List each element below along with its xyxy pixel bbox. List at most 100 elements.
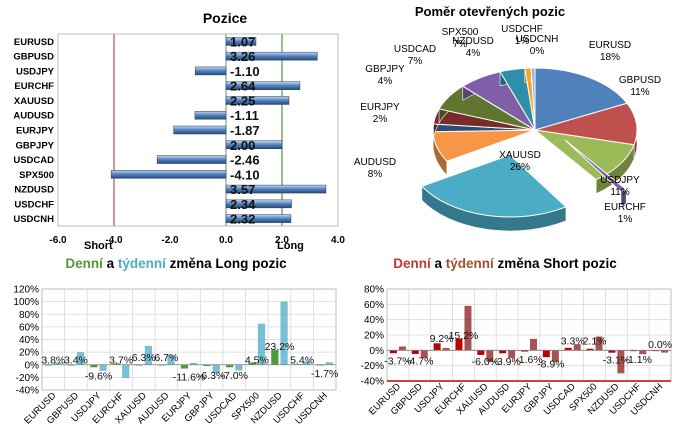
bar (499, 350, 507, 354)
bar (464, 305, 472, 351)
category-label: USDCNH (13, 214, 54, 225)
data-label: -11.6% (173, 372, 206, 384)
data-label: 9.2% (430, 333, 454, 345)
slice-label: USDCNH (516, 34, 559, 45)
title-part: Denní (65, 256, 104, 271)
bar (303, 361, 311, 365)
title-part: Denní (393, 256, 432, 271)
short-annotation: Short (84, 240, 113, 252)
bar (280, 301, 288, 365)
data-label: 23.2% (265, 341, 295, 353)
positions-chart-panel: Pozice EURUSD 1.07 GBPUSD 3.26 USDJPY -1.10 EUR… (0, 0, 350, 255)
bar (608, 350, 616, 353)
data-label: -1.87 (230, 123, 260, 138)
bar (167, 355, 175, 365)
y-tick-label: 60% (364, 300, 384, 311)
category-label: GBPJPY (15, 140, 54, 151)
slice-label: EURCHF (604, 202, 646, 213)
y-tick-label: 60% (19, 322, 39, 333)
category-label: GBPUSD (13, 52, 54, 63)
category-label: NZDUSD (14, 185, 54, 196)
y-tick-label: 40% (364, 315, 384, 326)
bar (455, 338, 463, 351)
bar (225, 364, 234, 368)
bar (433, 343, 441, 351)
title-part: a (103, 256, 118, 271)
y-tick-label: 0% (25, 360, 40, 371)
slice-percent: 4% (466, 48, 481, 59)
slice-label: USDCAD (394, 44, 436, 55)
bar (442, 348, 450, 351)
x-tick-label: -6.0 (49, 235, 67, 246)
pie-slice (533, 129, 635, 181)
data-label: -1.1% (625, 354, 652, 366)
title-part: změna Short pozic (494, 256, 618, 271)
bar (420, 350, 428, 358)
data-label: -3.7% (384, 355, 411, 367)
data-label: 15.2% (449, 330, 479, 342)
bar (551, 350, 559, 362)
category-label: AUDUSD (13, 111, 54, 122)
y-tick-label: 20% (364, 331, 384, 342)
data-label: -1.11 (230, 108, 259, 123)
bar (194, 110, 227, 120)
bar (508, 350, 516, 358)
y-tick-label: 80% (364, 285, 384, 296)
slice-label: USDCHF (501, 24, 543, 35)
data-label: 1.07 (230, 34, 255, 49)
data-label: 2.00 (230, 138, 255, 153)
pie-slices (420, 67, 638, 232)
y-tick-label: -20% (361, 361, 384, 372)
bar (122, 364, 130, 379)
slice-percent: 8% (368, 169, 383, 180)
slice-percent: 11% (630, 87, 649, 98)
data-label: 3.3% (561, 335, 585, 347)
y-tick-label: 80% (19, 310, 39, 321)
data-label: 6.7% (154, 352, 178, 364)
bar (225, 184, 327, 194)
data-label: 3.26 (230, 49, 255, 64)
bar (212, 364, 220, 373)
pie-slice (534, 102, 638, 146)
bar (225, 199, 292, 209)
category-label: EURUSD (14, 37, 54, 48)
bar (99, 364, 107, 371)
slice-percent: 2% (373, 114, 388, 125)
positions-chart: Pozice EURUSD 1.07 GBPUSD 3.26 USDJPY -1.10 EUR… (13, 10, 345, 252)
bar (144, 345, 153, 365)
slice-percent: 7% (453, 39, 468, 50)
slice-percent: 18% (600, 52, 620, 63)
pie-slice (564, 139, 628, 193)
slice-label: EURJPY (360, 102, 400, 113)
bar (225, 140, 283, 150)
long-annotation: Long (277, 240, 304, 252)
pie-slice (530, 67, 536, 131)
x-tick-label: 4.0 (331, 235, 345, 246)
bar (477, 350, 485, 355)
bar (257, 323, 266, 365)
slice-percent: 7% (408, 56, 423, 67)
data-label: -6.0% (472, 356, 499, 368)
y-tick-label: 100% (13, 297, 39, 308)
bar (225, 214, 292, 223)
bar (486, 350, 494, 362)
data-label: -9.6% (85, 370, 112, 382)
bar (156, 155, 227, 164)
y-tick-label: 20% (19, 348, 39, 359)
slice-percent: 4% (378, 76, 393, 87)
slice-percent: 1% (515, 36, 530, 47)
bar (639, 350, 647, 355)
slice-label: USDJPY (600, 175, 640, 186)
y-tick-label: -40% (361, 377, 384, 388)
slice-percent: 11% (610, 187, 629, 198)
bar (617, 350, 625, 374)
bar (235, 364, 243, 371)
y-tick-label: 0% (370, 346, 385, 357)
data-label: -3.1% (603, 355, 630, 367)
bar (110, 170, 227, 179)
bar (225, 51, 318, 61)
bar (573, 344, 581, 351)
category-label: XAUUSD (14, 96, 54, 107)
y-tick-label: 40% (19, 335, 39, 346)
x-tick-label: 2.0 (275, 235, 289, 246)
